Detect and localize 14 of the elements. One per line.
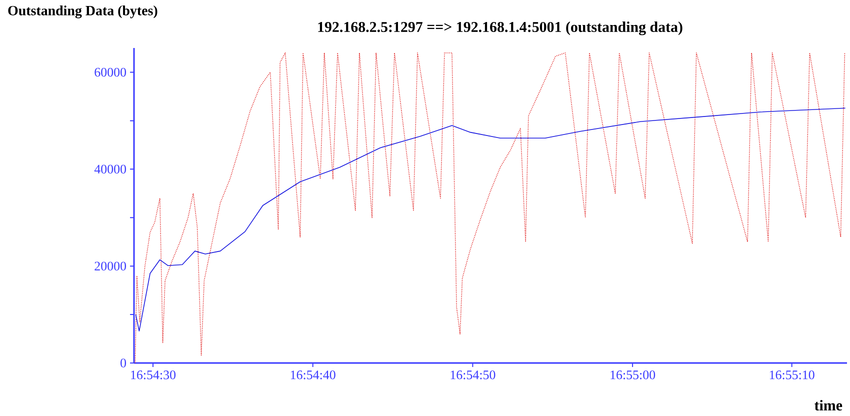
x-axis-title: time (814, 400, 842, 410)
chart-title: 192.168.2.5:1297 ==> 192.168.1.4:5001 (outstanding data) (318, 22, 682, 36)
y-tick-label: 20000 (94, 262, 126, 270)
x-tick-label: 16:55:10 (770, 370, 814, 380)
line-series (135, 108, 846, 332)
line-series (134, 52, 846, 364)
x-tick-label: 16:54:50 (450, 370, 496, 380)
y-tick-label: 0 (120, 358, 126, 368)
x-tick-label: 16:54:30 (131, 370, 176, 380)
y-tick-label: 60000 (94, 68, 126, 77)
y-tick-label: 40000 (94, 164, 126, 174)
y-axis-title: Outstanding Data (bytes) (8, 6, 158, 18)
x-tick-label: 16:54:40 (290, 370, 336, 380)
x-tick-label: 16:55:00 (610, 370, 656, 380)
